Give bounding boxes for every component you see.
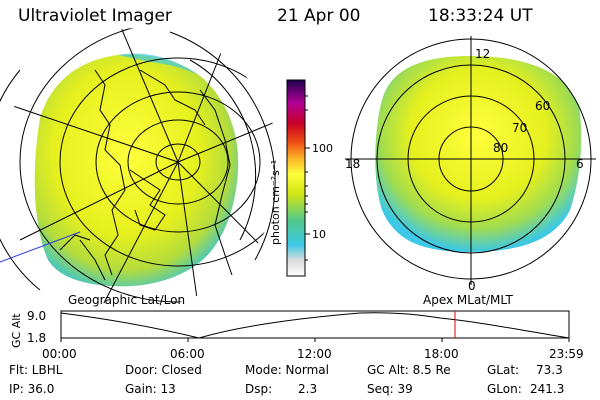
mlat-label-70: 70 [512,121,527,135]
mlat-label-80: 80 [493,141,508,155]
coastlines [59,69,233,281]
date-label: 21 Apr 00 [277,6,361,26]
mlt-label-6: 6 [576,157,584,171]
colorbar-tick-10: 10 [312,228,326,241]
orbit-plot: GC Alt 9.0 1.8 00:00 06:00 12:00 18:00 2… [10,309,584,361]
orbit-tick-0600: 06:00 [170,347,205,361]
seq-info: Seq: 39 [367,382,413,396]
orbit-tick-1800: 18:00 [424,347,459,361]
color-bar: 100 10 photon cm⁻²s⁻¹ [269,79,333,277]
door-info: Door: Closed [125,363,202,377]
glat-value: 73.3 [536,363,563,377]
mlat-label-60: 60 [535,99,550,113]
orbit-ymax: 9.0 [27,309,46,323]
glat-label: GLat: [487,363,520,377]
orbit-ymin: 1.8 [27,331,46,345]
instrument-title: Ultraviolet Imager [18,6,172,26]
polar-grid [345,36,596,285]
time-label: 18:33:24 UT [428,6,533,26]
geographic-map [0,28,280,308]
glon-label: GLon: [487,382,522,396]
colorbar-tick-100: 100 [312,142,333,155]
dsp-value: 2.3 [298,382,318,396]
glon-value: 241.3 [530,382,565,396]
gc-alt-info: GC Alt: 8.5 Re [367,363,451,377]
terminator-line [0,231,81,263]
ip-info: IP: 36.0 [9,382,55,396]
polar-plot: 12 18 6 0 60 70 80 [345,36,596,293]
geo-outer-arcs [0,31,276,291]
orbit-tick-2359: 23:59 [549,347,584,361]
mode-info: Mode: Normal [245,363,329,377]
mlt-label-0: 0 [468,279,476,293]
mlt-label-18: 18 [345,157,360,171]
mlt-label-12: 12 [475,47,490,61]
altitude-curve [60,312,570,339]
geographic-label: Geographic Lat/Lon [68,293,186,307]
orbit-ylabel: GC Alt [10,313,23,348]
filter-info: Flt: LBHL [9,363,63,377]
gain-info: Gain: 13 [125,382,176,396]
dsp-label: Dsp: [245,382,273,396]
aurora-image-polar [375,56,582,252]
apex-label: Apex MLat/MLT [423,293,513,307]
aurora-image-geo [34,54,239,287]
orbit-tick-0000: 00:00 [42,347,77,361]
orbit-tick-1200: 12:00 [297,347,332,361]
colorbar-unit: photon cm⁻²s⁻¹ [269,160,282,245]
